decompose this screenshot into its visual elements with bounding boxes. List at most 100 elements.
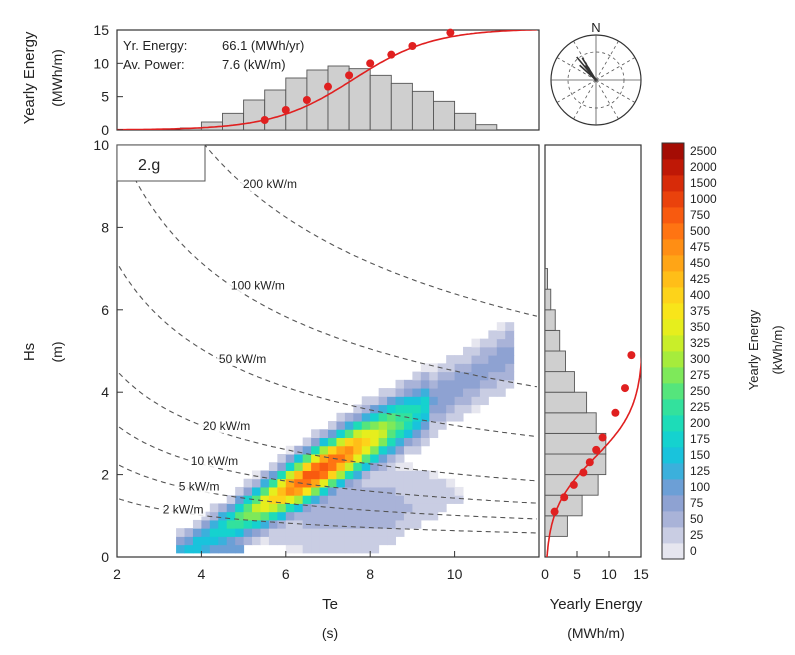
- heatmap-cell: [395, 511, 405, 521]
- heatmap-cell: [311, 470, 321, 480]
- heatmap-cell: [454, 396, 464, 406]
- heatmap-cell: [429, 495, 439, 504]
- heatmap-cell: [395, 379, 405, 389]
- power-contours: [118, 145, 538, 534]
- heatmap-cell: [437, 404, 447, 414]
- heatmap-cell: [403, 478, 413, 488]
- heatmap-cell: [505, 330, 515, 340]
- colorbar-label: 2500: [690, 144, 717, 158]
- contour-label-bg: [241, 176, 300, 192]
- heatmap-cell: [403, 429, 413, 439]
- heatmap-cell: [336, 478, 346, 488]
- heatmap-cell: [412, 437, 422, 447]
- colorbar-label: 50: [690, 512, 704, 526]
- heatmap-cell: [361, 495, 371, 504]
- heatmap-cell: [285, 462, 295, 471]
- right-marginal-panel: 0 5 10 15 Yearly Energy (MWh/m): [541, 144, 649, 641]
- heatmap-cell: [387, 429, 397, 439]
- rose-arrows: [576, 56, 597, 81]
- heatmap-cell: [302, 495, 312, 504]
- panel-label: 2.g: [138, 157, 160, 174]
- heatmap-cell: [420, 396, 430, 406]
- heatmap-cell: [412, 486, 422, 496]
- heatmap-cell: [361, 536, 371, 546]
- heatmap-cell: [412, 503, 422, 513]
- heatmap-cell: [260, 528, 270, 537]
- heatmap-cell: [344, 478, 354, 488]
- heatmap-cell: [403, 511, 413, 521]
- top-y-unit: (MWh/m): [49, 49, 65, 107]
- heatmap-cell: [353, 495, 363, 504]
- right-cumulative-point: [560, 493, 569, 502]
- heatmap-cell: [252, 528, 261, 537]
- colorbar-swatch: [662, 335, 684, 352]
- heatmap-cell: [344, 421, 354, 430]
- top-cumulative-points: [260, 28, 455, 124]
- heatmap-cell: [412, 371, 422, 381]
- heatmap-cell: [252, 495, 261, 504]
- heatmap-cell: [446, 355, 456, 364]
- heatmap-cell: [454, 388, 464, 397]
- heatmap-cell: [328, 445, 337, 455]
- heatmap-cell: [311, 503, 321, 513]
- top-bar: [369, 74, 392, 130]
- heatmap-cell: [353, 511, 363, 521]
- heatmap-cell: [403, 421, 413, 430]
- heatmap-cell: [420, 404, 430, 414]
- colorbar-swatch: [662, 191, 684, 208]
- heatmap-cell: [353, 470, 363, 480]
- rose-spoke: [595, 40, 619, 81]
- heatmap-cell: [429, 421, 439, 430]
- heatmap-cell: [260, 503, 270, 513]
- colorbar-swatches: [662, 143, 684, 560]
- heatmap-cell: [336, 519, 346, 529]
- heatmap-cell: [268, 503, 278, 513]
- rose-spoke: [556, 57, 597, 81]
- colorbar-swatch: [662, 351, 684, 368]
- colorbar-label: 300: [690, 352, 710, 366]
- heatmap-cell: [302, 437, 312, 447]
- heatmap-cell: [395, 503, 405, 513]
- heatmap-cell: [420, 363, 430, 373]
- top-annotation-2-value: 7.6 (kW/m): [222, 57, 286, 72]
- heatmap-cell: [353, 454, 363, 463]
- heatmap-cell: [361, 478, 371, 488]
- heatmap-cell: [429, 511, 439, 521]
- colorbar-label: 225: [690, 400, 710, 414]
- heatmap-cell: [387, 495, 397, 504]
- heatmap-cell: [370, 528, 380, 537]
- heatmap-cell: [479, 379, 489, 389]
- right-bar: [545, 371, 575, 393]
- heatmap-cell: [378, 412, 388, 422]
- heatmap-cell: [378, 437, 388, 447]
- right-cumulative-point: [627, 351, 636, 360]
- heatmap-cell: [446, 371, 456, 381]
- heatmap-cell: [344, 429, 354, 439]
- heatmap-cell: [361, 412, 371, 422]
- heatmap-cell: [420, 511, 430, 521]
- heatmap-cell: [471, 396, 481, 406]
- heatmap-cell: [370, 511, 380, 521]
- y-tick-label: 10: [93, 137, 109, 153]
- heatmap-cell: [319, 437, 329, 447]
- right-x-tick-label: 5: [573, 566, 581, 582]
- heatmap-cell: [252, 511, 261, 521]
- colorbar-label: 25: [690, 528, 704, 542]
- heatmap-cell: [378, 495, 388, 504]
- heatmap-cell: [479, 346, 489, 356]
- rose-spoke: [556, 79, 597, 103]
- top-bar: [243, 99, 266, 130]
- heatmap-cells: [176, 322, 515, 554]
- heatmap-cell: [302, 544, 312, 554]
- main-y-label: Hs: [21, 343, 38, 361]
- heatmap-cell: [429, 388, 439, 397]
- heatmap-cell: [319, 495, 329, 504]
- heatmap-cell: [344, 470, 354, 480]
- heatmap-cell: [277, 454, 287, 463]
- power-contour-line: [118, 145, 537, 388]
- power-contour-label: 10 kW/m: [191, 454, 238, 468]
- heatmap-cell: [505, 379, 515, 389]
- heatmap-cell: [336, 462, 346, 471]
- contour-labels: 2 kW/m 5 kW/m 10 kW/m 20 kW/m 50 kW/m 100 kW/…: [160, 176, 300, 517]
- heatmap-cell: [252, 486, 261, 496]
